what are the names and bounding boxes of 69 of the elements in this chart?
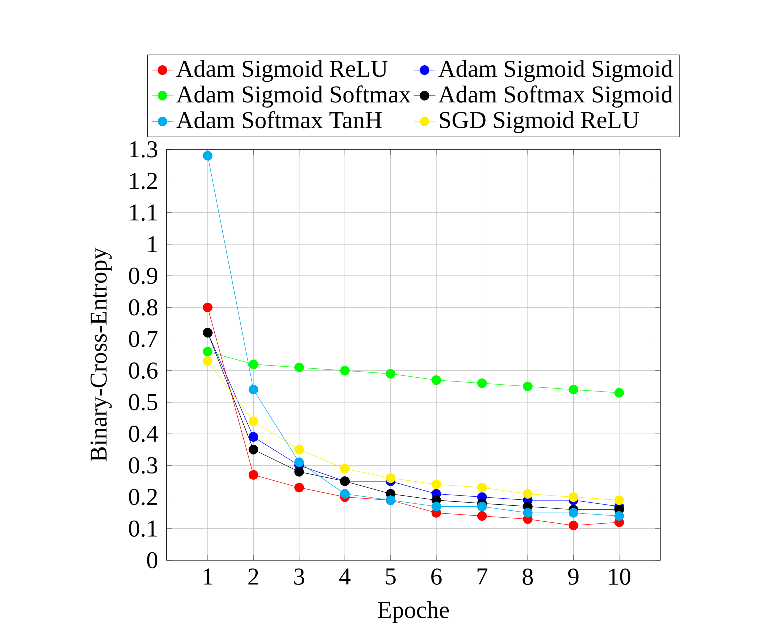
point: [614, 511, 624, 522]
point: [203, 356, 213, 366]
point: [386, 369, 396, 379]
y-tick-label: 1: [148, 236, 158, 252]
y-tick-label: 0.6: [129, 362, 158, 380]
point: [203, 347, 213, 357]
x-tick-label: 4: [340, 568, 351, 585]
point: [340, 464, 350, 474]
point: [523, 489, 533, 500]
point: [294, 458, 304, 468]
point: [523, 508, 533, 518]
point: [432, 502, 442, 512]
point: [432, 480, 442, 490]
y-tick-label: 0.3: [129, 458, 158, 474]
legend-label: Adam Softmax TanH: [176, 111, 382, 129]
point: [568, 385, 579, 395]
point: [294, 362, 304, 373]
y-tick-label: 1.3: [130, 142, 158, 158]
point: [340, 489, 350, 500]
point: [614, 496, 624, 506]
legend-label: Adam Sigmoid Sigmoid: [438, 60, 673, 82]
x-tick-label: 8: [522, 568, 534, 586]
point: [340, 366, 350, 376]
y-tick-label: 1.1: [130, 204, 158, 222]
legend-label: Adam Softmax Sigmoid: [438, 86, 673, 108]
point: [294, 467, 304, 477]
point: [248, 470, 259, 480]
legend-label: Adam Sigmoid ReLU: [176, 60, 388, 82]
y-tick-label: 0.4: [129, 426, 158, 442]
x-tick-label: 2: [248, 568, 258, 585]
legend-label: Adam Sigmoid Softmax: [176, 86, 411, 108]
point: [477, 502, 488, 512]
y-tick-label: 0.9: [129, 268, 158, 284]
point: [477, 483, 488, 493]
x-tick-label: 10: [609, 568, 631, 586]
point: [477, 511, 488, 522]
point: [432, 376, 442, 386]
point: [248, 432, 259, 442]
y-tick-label: 1.2: [130, 173, 158, 190]
y-tick-label: 0.8: [129, 300, 158, 316]
y-tick-label: 0.5: [129, 394, 158, 411]
y-axis-title: Binary-Cross-Entropy: [90, 248, 112, 462]
point: [614, 388, 624, 398]
point: [523, 382, 533, 392]
point: [477, 378, 488, 388]
point: [248, 385, 259, 395]
x-tick-label: 7: [478, 568, 488, 585]
point: [568, 508, 579, 518]
y-tick-label: 0.1: [129, 520, 158, 538]
point: [386, 474, 396, 484]
x-tick-label: 1: [204, 568, 213, 585]
point: [294, 483, 304, 493]
y-tick-label: 0.7: [129, 331, 158, 348]
legend-label: SGD Sigmoid ReLU: [440, 112, 640, 134]
point: [568, 492, 579, 502]
point: [203, 302, 213, 313]
x-axis-title: Epoche: [378, 602, 450, 624]
point: [294, 445, 304, 455]
x-tick-label: 5: [386, 568, 396, 585]
point: [248, 416, 259, 426]
y-tick-label: 0.2: [129, 489, 158, 506]
point: [248, 445, 259, 455]
point: [248, 360, 259, 370]
x-tick-label: 6: [432, 568, 442, 586]
y-tick-label: 0: [147, 552, 158, 569]
x-tick-label: 3: [294, 568, 304, 586]
point: [203, 151, 213, 161]
x-tick-label: 9: [568, 568, 579, 586]
point: [568, 520, 579, 531]
